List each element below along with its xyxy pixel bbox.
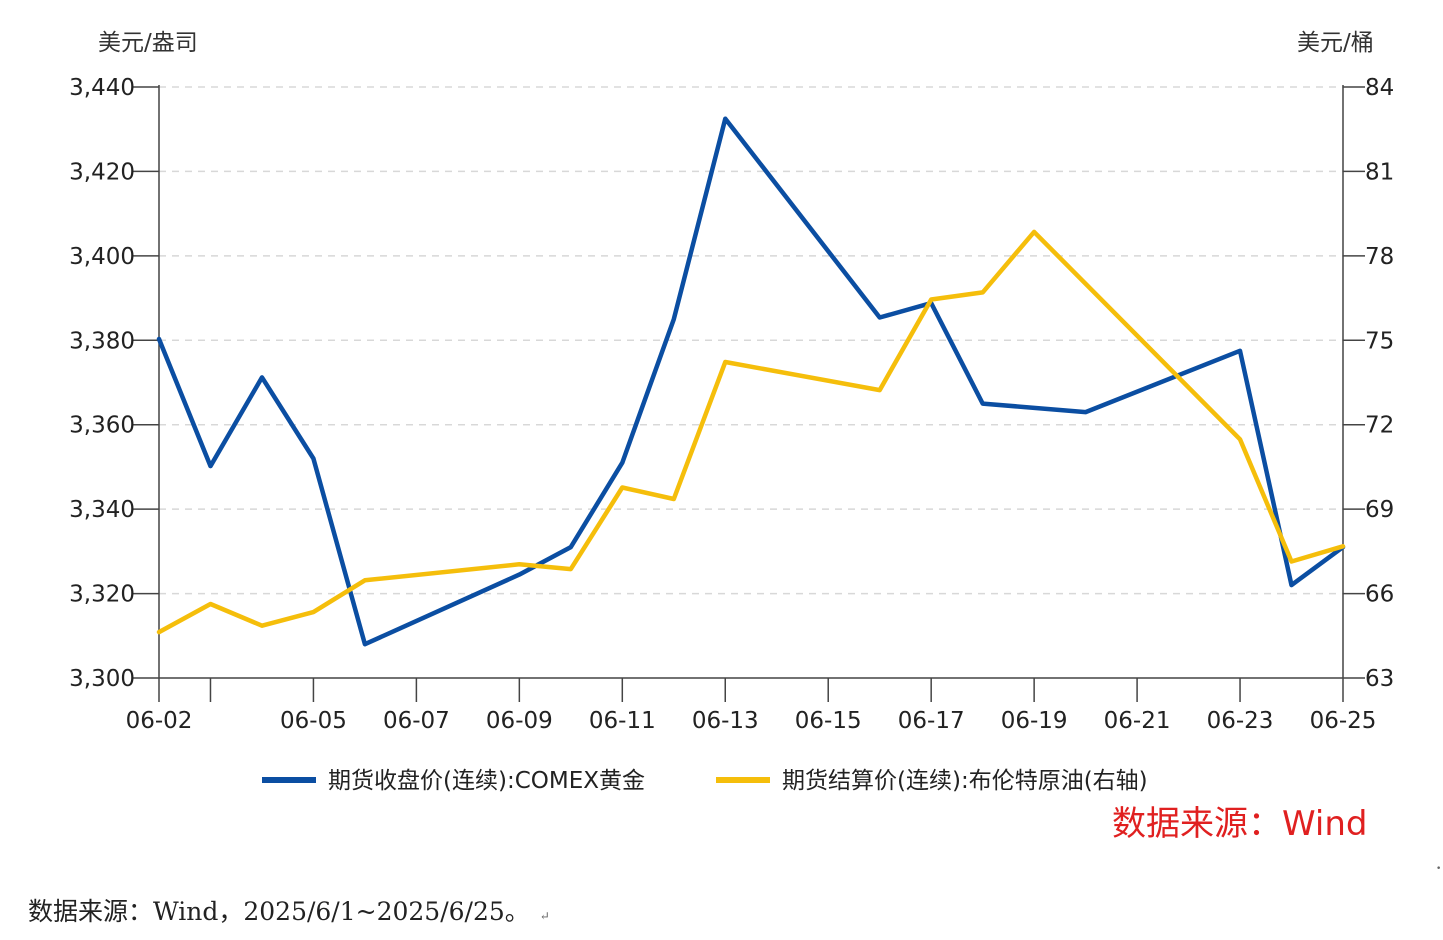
x-tick-label: 06-13 (692, 708, 759, 734)
right-tick-label: 69 (1365, 497, 1394, 523)
x-axis-ticks: 06-02 06-05 06-07 06-09 06-11 06-13 06-15 06-17… (126, 678, 1377, 734)
x-tick-label: 06-23 (1207, 708, 1274, 734)
x-tick-label: 06-15 (795, 708, 862, 734)
x-tick-label: 06-19 (1001, 708, 1068, 734)
right-axis-ticks: 63 66 69 72 75 78 81 84 (1343, 75, 1394, 692)
x-tick-label: 06-02 (126, 708, 193, 734)
legend-label-gold: 期货收盘价(连续):COMEX黄金 (328, 768, 645, 794)
right-tick-label: 75 (1365, 328, 1394, 354)
x-tick-label: 06-21 (1104, 708, 1171, 734)
left-tick-label: 3,360 (69, 413, 135, 439)
left-tick-label: 3,300 (69, 666, 135, 692)
x-tick-label: 06-11 (589, 708, 656, 734)
axes (158, 85, 1344, 679)
return-mark-icon: ↵ (539, 909, 550, 923)
footnote: 数据来源：Wind，2025/6/1~2025/6/25。 ↵ (28, 892, 550, 928)
left-axis-ticks: 3,300 3,320 3,340 3,360 3,380 3,400 3,420 3,440 (69, 75, 159, 692)
x-tick-label: 06-17 (898, 708, 965, 734)
right-tick-label: 66 (1365, 582, 1394, 608)
source-annotation: 数据来源：Wind (1112, 804, 1367, 844)
footnote-text: 数据来源：Wind，2025/6/1~2025/6/25。 (28, 897, 530, 926)
left-tick-label: 3,420 (69, 159, 135, 185)
right-tick-label: 84 (1365, 75, 1394, 101)
left-tick-label: 3,440 (69, 75, 135, 101)
series-line-gold (156, 116, 1346, 647)
x-tick-label: 06-05 (280, 708, 347, 734)
chart: 美元/盎司 美元/桶 3,300 3,320 3,340 3,360 3,380 3,40… (69, 30, 1394, 844)
right-axis-unit: 美元/桶 (1297, 30, 1374, 56)
left-axis-unit: 美元/盎司 (98, 30, 198, 56)
gridlines (159, 86, 1343, 595)
x-tick-label: 06-25 (1310, 708, 1377, 734)
x-tick-label: 06-07 (383, 708, 450, 734)
x-tick-label: 06-09 (486, 708, 553, 734)
left-tick-label: 3,380 (69, 328, 135, 354)
right-tick-label: 81 (1365, 159, 1394, 185)
left-tick-label: 3,340 (69, 497, 135, 523)
corner-mark-icon: • (1436, 864, 1442, 874)
left-tick-label: 3,320 (69, 582, 135, 608)
right-tick-label: 72 (1365, 413, 1394, 439)
right-tick-label: 78 (1365, 244, 1394, 270)
series-layer (156, 116, 1346, 647)
legend: 期货收盘价(连续):COMEX黄金 期货结算价(连续):布伦特原油(右轴) (262, 768, 1148, 794)
legend-label-brent: 期货结算价(连续):布伦特原油(右轴) (782, 768, 1148, 794)
left-tick-label: 3,400 (69, 244, 135, 270)
series-line-brent (156, 229, 1346, 635)
right-tick-label: 63 (1365, 666, 1394, 692)
